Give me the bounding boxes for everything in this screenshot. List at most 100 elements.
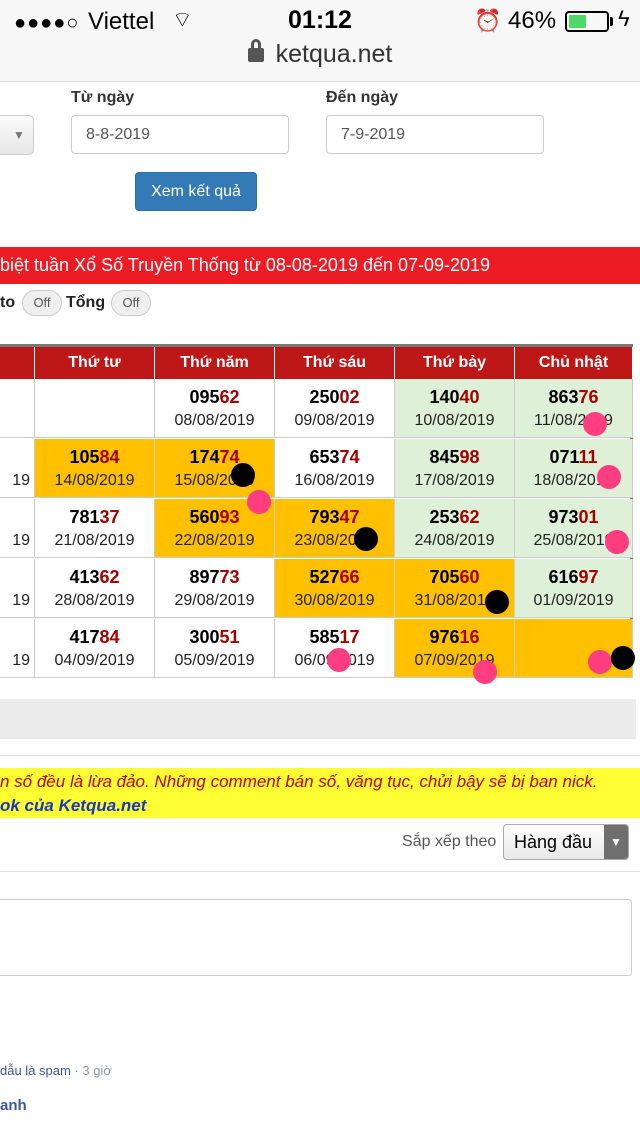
result-date: 24/08/2019 bbox=[414, 532, 495, 549]
result-number-tail: 98 bbox=[459, 447, 480, 467]
comment-author[interactable]: anh bbox=[0, 1097, 27, 1114]
pink-marker-dot bbox=[327, 648, 351, 672]
to-date-label: Đến ngày bbox=[326, 89, 399, 106]
result-number-head: 897 bbox=[189, 567, 220, 587]
result-number-tail: 84 bbox=[99, 447, 120, 467]
result-number-tail: 62 bbox=[219, 387, 240, 407]
result-date bbox=[35, 412, 154, 432]
pink-marker-dot bbox=[588, 650, 612, 674]
result-number: 97616 bbox=[395, 627, 514, 649]
result-number bbox=[0, 567, 34, 589]
table-cell: 17474 15/08/2019 bbox=[155, 439, 275, 498]
loto-toggle[interactable]: Off bbox=[22, 290, 62, 316]
notice-line-1: n số đều là lừa đảo. Những comment bán s… bbox=[0, 772, 598, 791]
result-number-head: 793 bbox=[309, 507, 340, 527]
result-number-head: 705 bbox=[429, 567, 460, 587]
table-cell: 14040 10/08/2019 bbox=[395, 379, 515, 438]
lock-icon bbox=[247, 39, 264, 62]
region-select[interactable]: ▼ bbox=[0, 115, 34, 155]
table-cell: 30051 05/09/2019 bbox=[155, 619, 275, 678]
result-number: 25002 bbox=[275, 387, 394, 409]
comment-meta-text[interactable]: dẫu là spam bbox=[0, 1063, 71, 1078]
result-number-tail: 62 bbox=[459, 507, 480, 527]
battery-percent: 46% bbox=[508, 7, 557, 34]
result-number-tail: 76 bbox=[578, 387, 599, 407]
comment-input[interactable] bbox=[0, 899, 632, 976]
result-date: 25/08/2019 bbox=[533, 532, 614, 549]
table-cell bbox=[515, 619, 633, 678]
sort-label: Sắp xếp theo bbox=[402, 833, 497, 850]
result-number-head: 616 bbox=[548, 567, 579, 587]
result-date: 05/09/2019 bbox=[174, 652, 255, 669]
view-results-button[interactable]: Xem kết quả bbox=[135, 172, 257, 211]
result-number-head: 250 bbox=[309, 387, 340, 407]
battery-icon bbox=[565, 11, 609, 32]
sort-select[interactable]: Hàng đầu ▼ bbox=[503, 824, 629, 860]
result-date: 18/08/2019 bbox=[533, 472, 614, 489]
result-date: 11/08/2019 bbox=[534, 412, 613, 429]
result-number-head: 560 bbox=[189, 507, 220, 527]
address-bar[interactable]: ketqua.net bbox=[0, 39, 640, 69]
black-marker-dot bbox=[611, 646, 635, 670]
result-number-tail: 73 bbox=[219, 567, 240, 587]
browser-chrome: ●●●●○ Viettel ⌔ 01:12 ⏰ 46% ϟ ketqua.net bbox=[0, 0, 640, 82]
sort-value: Hàng đầu bbox=[514, 832, 593, 852]
result-number-tail: 93 bbox=[219, 507, 240, 527]
table-header-cell: Thứ sáu bbox=[275, 347, 395, 379]
battery-tip bbox=[610, 17, 613, 26]
result-number bbox=[515, 627, 632, 649]
pink-marker-dot bbox=[473, 660, 497, 684]
result-date: 09/08/2019 bbox=[294, 412, 375, 429]
result-number: 78137 bbox=[35, 507, 154, 529]
result-number: 25362 bbox=[395, 507, 514, 529]
table-cell: 79347 23/08/2019 bbox=[275, 499, 395, 558]
result-number: 86376 bbox=[515, 387, 632, 409]
result-number-head: 095 bbox=[189, 387, 220, 407]
result-date: 17/08/2019 bbox=[414, 472, 495, 489]
black-marker-dot bbox=[231, 463, 255, 487]
result-date: 22/08/2019 bbox=[174, 532, 255, 549]
table-cell: 61697 01/09/2019 bbox=[515, 559, 633, 618]
from-date-input[interactable]: 8-8-2019 bbox=[71, 115, 289, 154]
result-number-head: 071 bbox=[549, 447, 579, 467]
tong-toggle-label: Tổng bbox=[66, 294, 106, 311]
notice-link[interactable]: ok của Ketqua.net bbox=[0, 796, 147, 815]
tong-toggle[interactable]: Off bbox=[111, 290, 151, 316]
result-number: 84598 bbox=[395, 447, 514, 469]
result-number-head: 863 bbox=[548, 387, 579, 407]
result-number: 14040 bbox=[395, 387, 514, 409]
result-date: 30/08/2019 bbox=[294, 592, 375, 609]
result-date: 14/08/2019 bbox=[54, 472, 135, 489]
bolt-icon: ϟ bbox=[618, 6, 630, 31]
result-date: 01/09/2019 bbox=[533, 592, 614, 609]
to-date-input[interactable]: 7-9-2019 bbox=[326, 115, 544, 154]
result-number-head: 585 bbox=[309, 627, 340, 647]
comment-time: · 3 giờ bbox=[70, 1063, 112, 1078]
result-number-tail: 60 bbox=[459, 567, 480, 587]
alarm-icon: ⏰ bbox=[474, 8, 502, 33]
result-date: 31/08/2019 bbox=[414, 592, 495, 609]
result-number-head: 105 bbox=[69, 447, 100, 467]
result-number-tail: 74 bbox=[219, 447, 240, 467]
table-cell: 89773 29/08/2019 bbox=[155, 559, 275, 618]
table-cell: 25002 09/08/2019 bbox=[275, 379, 395, 438]
result-date: 19 bbox=[12, 472, 30, 489]
url-text: ketqua.net bbox=[275, 40, 393, 68]
table-header-cell: Thứ bảy bbox=[395, 347, 515, 379]
table-cell bbox=[35, 379, 155, 438]
result-number-head: 527 bbox=[309, 567, 340, 587]
table-cell: 41784 04/09/2019 bbox=[35, 619, 155, 678]
result-number-tail: 62 bbox=[99, 567, 120, 587]
table-cell: 78137 21/08/2019 bbox=[35, 499, 155, 558]
result-date: 10/08/2019 bbox=[414, 412, 495, 429]
table-cell: 10584 14/08/2019 bbox=[35, 439, 155, 498]
result-number-head: 973 bbox=[548, 507, 579, 527]
result-date: 19 bbox=[12, 592, 30, 609]
table-cell: 41362 28/08/2019 bbox=[35, 559, 155, 618]
black-marker-dot bbox=[354, 527, 378, 551]
result-number-tail: 17 bbox=[339, 627, 360, 647]
pink-marker-dot bbox=[605, 530, 629, 554]
result-number-head: 140 bbox=[429, 387, 460, 407]
table-header-cell: Chủ nhật bbox=[515, 347, 633, 379]
result-number: 30051 bbox=[155, 627, 274, 649]
